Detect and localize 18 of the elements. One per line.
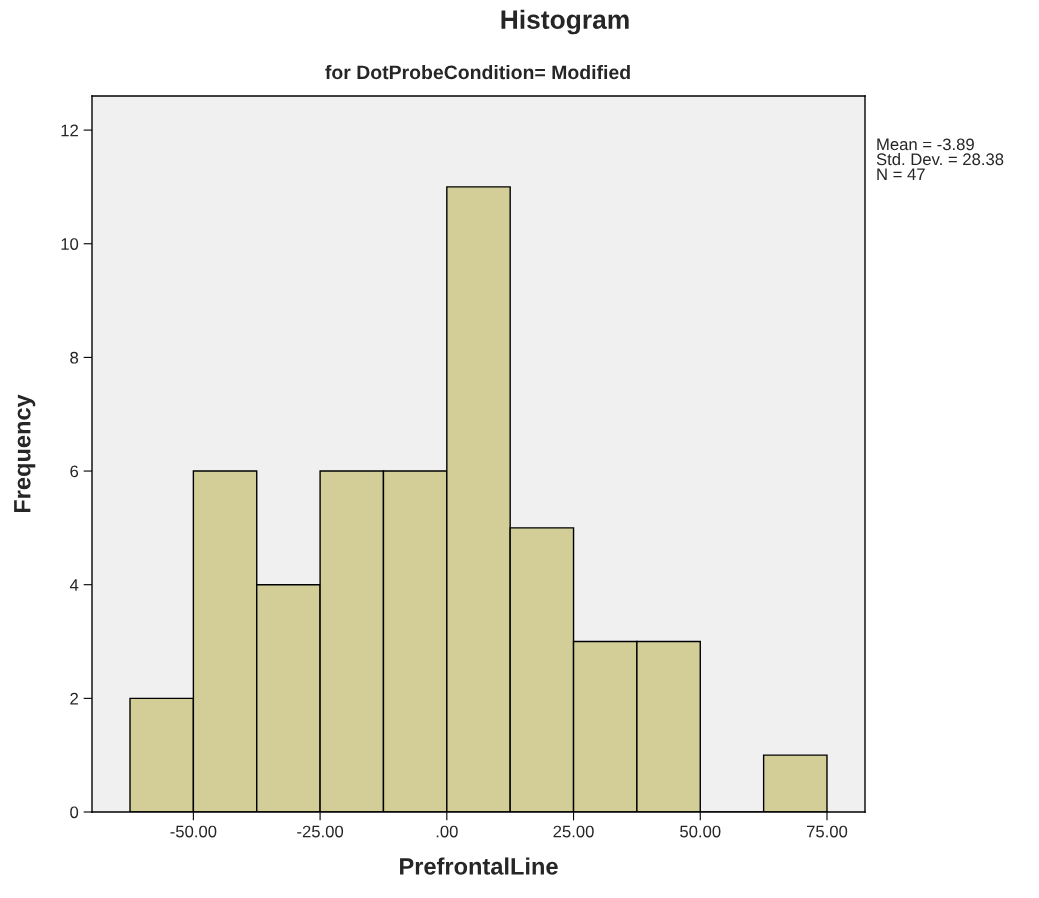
y-tick-label: 0 (70, 806, 79, 819)
y-tick-label: 4 (69, 579, 79, 591)
x-tick-label: -50.00 (170, 825, 217, 838)
y-tick-label: 6 (70, 465, 79, 478)
y-tick-label: 10 (61, 238, 79, 250)
y-tick-label: 12 (61, 124, 78, 137)
x-tick-label: 25.00 (553, 825, 594, 838)
x-axis-title: PrefrontalLine (400, 857, 558, 875)
y-axis-title: Frequency (14, 394, 36, 513)
y-tick-label: 2 (70, 692, 78, 705)
x-tick-label: 75.00 (806, 825, 848, 838)
x-tick-label: -25.00 (297, 825, 344, 838)
x-tick-label: 50.00 (680, 825, 721, 838)
y-tick-label: 8 (70, 351, 79, 364)
chart-title: Histogram (501, 9, 629, 35)
chart-subtitle: for DotProbeCondition= Modified (325, 64, 630, 80)
x-tick-label: .00 (436, 825, 458, 838)
text: Mean = -3.89 Std. Dev. = 28.38 N = 47 (876, 138, 1004, 180)
